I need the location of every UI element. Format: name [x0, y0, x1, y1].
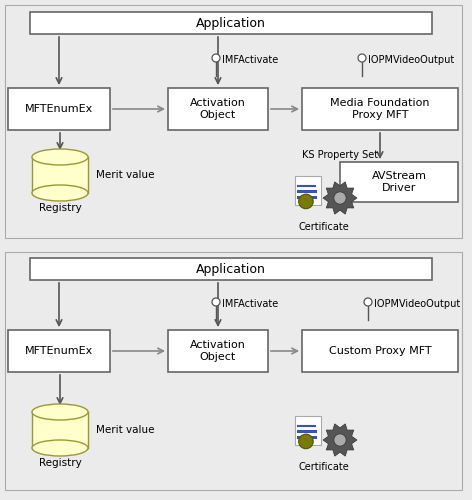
Bar	[295, 176, 321, 205]
Text: Activation
Object: Activation Object	[190, 340, 246, 362]
Bar	[168, 88, 268, 130]
Ellipse shape	[32, 404, 88, 420]
Ellipse shape	[32, 440, 88, 456]
Text: MFTEnumEx: MFTEnumEx	[25, 104, 93, 114]
Text: AVStream
Driver: AVStream Driver	[371, 171, 427, 193]
Circle shape	[364, 298, 372, 306]
Circle shape	[358, 54, 366, 62]
Ellipse shape	[32, 149, 88, 165]
Circle shape	[334, 434, 346, 446]
Bar	[32, 412, 88, 448]
Bar	[168, 330, 268, 372]
Text: KS Property Set: KS Property Set	[302, 150, 378, 160]
Text: IOPMVideoOutput: IOPMVideoOutput	[368, 55, 454, 65]
Circle shape	[212, 298, 220, 306]
Text: Application: Application	[196, 262, 266, 276]
Text: Certificate: Certificate	[299, 222, 349, 232]
Bar	[8, 88, 110, 130]
Text: Application: Application	[196, 16, 266, 30]
Text: Registry: Registry	[39, 458, 81, 468]
Circle shape	[334, 192, 346, 204]
Text: IMFActivate: IMFActivate	[222, 55, 278, 65]
Bar	[5, 252, 462, 490]
Circle shape	[212, 54, 220, 62]
Text: Activation
Object: Activation Object	[190, 98, 246, 120]
Text: Certificate: Certificate	[299, 462, 349, 472]
Polygon shape	[323, 424, 357, 456]
Circle shape	[299, 194, 313, 208]
Polygon shape	[323, 182, 357, 214]
Bar	[302, 330, 458, 372]
Ellipse shape	[32, 185, 88, 201]
Text: Merit value: Merit value	[96, 170, 154, 180]
Circle shape	[299, 434, 313, 448]
Bar	[32, 157, 88, 193]
Text: IOPMVideoOutput: IOPMVideoOutput	[374, 299, 460, 309]
Bar	[340, 162, 458, 202]
Text: Registry: Registry	[39, 203, 81, 213]
Text: Merit value: Merit value	[96, 425, 154, 435]
Bar	[30, 258, 432, 280]
Text: MFTEnumEx: MFTEnumEx	[25, 346, 93, 356]
Bar	[5, 5, 462, 238]
Bar	[30, 12, 432, 34]
Text: IMFActivate: IMFActivate	[222, 299, 278, 309]
Bar	[302, 88, 458, 130]
Text: Media Foundation
Proxy MFT: Media Foundation Proxy MFT	[330, 98, 430, 120]
Text: Custom Proxy MFT: Custom Proxy MFT	[329, 346, 431, 356]
Bar	[8, 330, 110, 372]
Bar	[295, 416, 321, 445]
